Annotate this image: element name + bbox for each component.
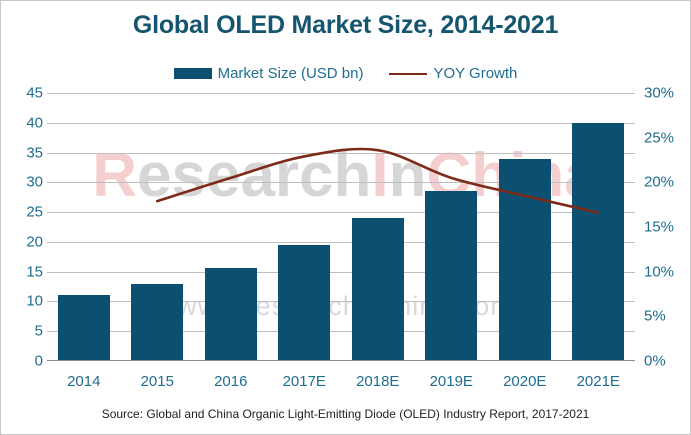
x-axis-line xyxy=(47,360,635,361)
gridline xyxy=(47,301,635,303)
y-axis-left-tick: 20 xyxy=(26,233,43,251)
legend-item-market-size[interactable]: Market Size (USD bn) xyxy=(173,65,364,82)
bar[interactable] xyxy=(425,191,478,361)
x-axis-tick: 2017E xyxy=(282,373,326,390)
gridline xyxy=(47,93,635,94)
gridline xyxy=(47,152,635,154)
bar-slot xyxy=(562,93,636,361)
x-axis-tick: 2018E xyxy=(356,373,400,390)
gridline xyxy=(47,212,635,214)
bar-swatch-icon xyxy=(173,68,212,79)
bar[interactable] xyxy=(57,294,110,361)
gridline xyxy=(47,331,635,333)
y-axis-left-tick: 10 xyxy=(26,292,43,310)
y-axis-right-tick: 20% xyxy=(644,173,675,191)
y-axis-right-tick: 0% xyxy=(644,352,666,370)
bar[interactable] xyxy=(351,218,404,361)
bar[interactable] xyxy=(131,283,184,361)
y-axis-right-tick: 10% xyxy=(644,263,675,281)
bar-slot xyxy=(194,93,268,361)
legend-label-market-size: Market Size (USD bn) xyxy=(217,65,364,82)
x-axis-tick: 2020E xyxy=(503,373,547,390)
x-axis-tick: 2016 xyxy=(214,373,248,390)
y-axis-left-tick: 5 xyxy=(34,322,43,340)
page-title: Global OLED Market Size, 2014-2021 xyxy=(132,11,559,39)
bar[interactable] xyxy=(204,268,257,361)
x-axis-tick: 2014 xyxy=(67,373,101,390)
gridline xyxy=(47,122,635,124)
yoy-growth-line[interactable] xyxy=(155,147,600,215)
y-axis-left-tick: 0 xyxy=(34,352,43,370)
chart-legend: Market Size (USD bn) YOY Growth xyxy=(1,65,690,82)
x-axis-tick: 2019E xyxy=(429,373,473,390)
bar-slot xyxy=(47,93,121,361)
plot-area xyxy=(47,93,635,361)
line-swatch-icon xyxy=(389,72,428,75)
y-axis-left-tick: 30 xyxy=(26,173,43,191)
legend-label-yoy-growth: YOY Growth xyxy=(433,65,518,82)
y-axis-left-tick: 40 xyxy=(26,114,43,132)
x-axis-tick: 2021E xyxy=(576,373,620,390)
y-axis-left-tick: 45 xyxy=(26,84,43,102)
y-axis-right-tick: 5% xyxy=(644,307,666,325)
bar-slot xyxy=(268,93,342,361)
y-axis-left-tick: 15 xyxy=(26,263,43,281)
bar[interactable] xyxy=(572,122,625,361)
bar-slot xyxy=(121,93,195,361)
bar-slot xyxy=(415,93,489,361)
y-axis-right-tick: 15% xyxy=(644,218,675,236)
y-axis-left-tick: 25 xyxy=(26,203,43,221)
gridline xyxy=(47,241,635,243)
legend-item-yoy-growth[interactable]: YOY Growth xyxy=(389,65,517,82)
source-note: Source: Global and China Organic Light-E… xyxy=(101,407,590,421)
gridline xyxy=(47,182,635,184)
bar-slot xyxy=(341,93,415,361)
y-axis-left-tick: 35 xyxy=(26,144,43,162)
x-axis-tick: 2015 xyxy=(140,373,174,390)
gridline xyxy=(47,271,635,273)
y-axis-right-tick: 25% xyxy=(644,129,675,147)
y-axis-right-tick: 30% xyxy=(644,84,675,102)
bar[interactable] xyxy=(278,244,331,361)
line-series xyxy=(155,147,600,215)
